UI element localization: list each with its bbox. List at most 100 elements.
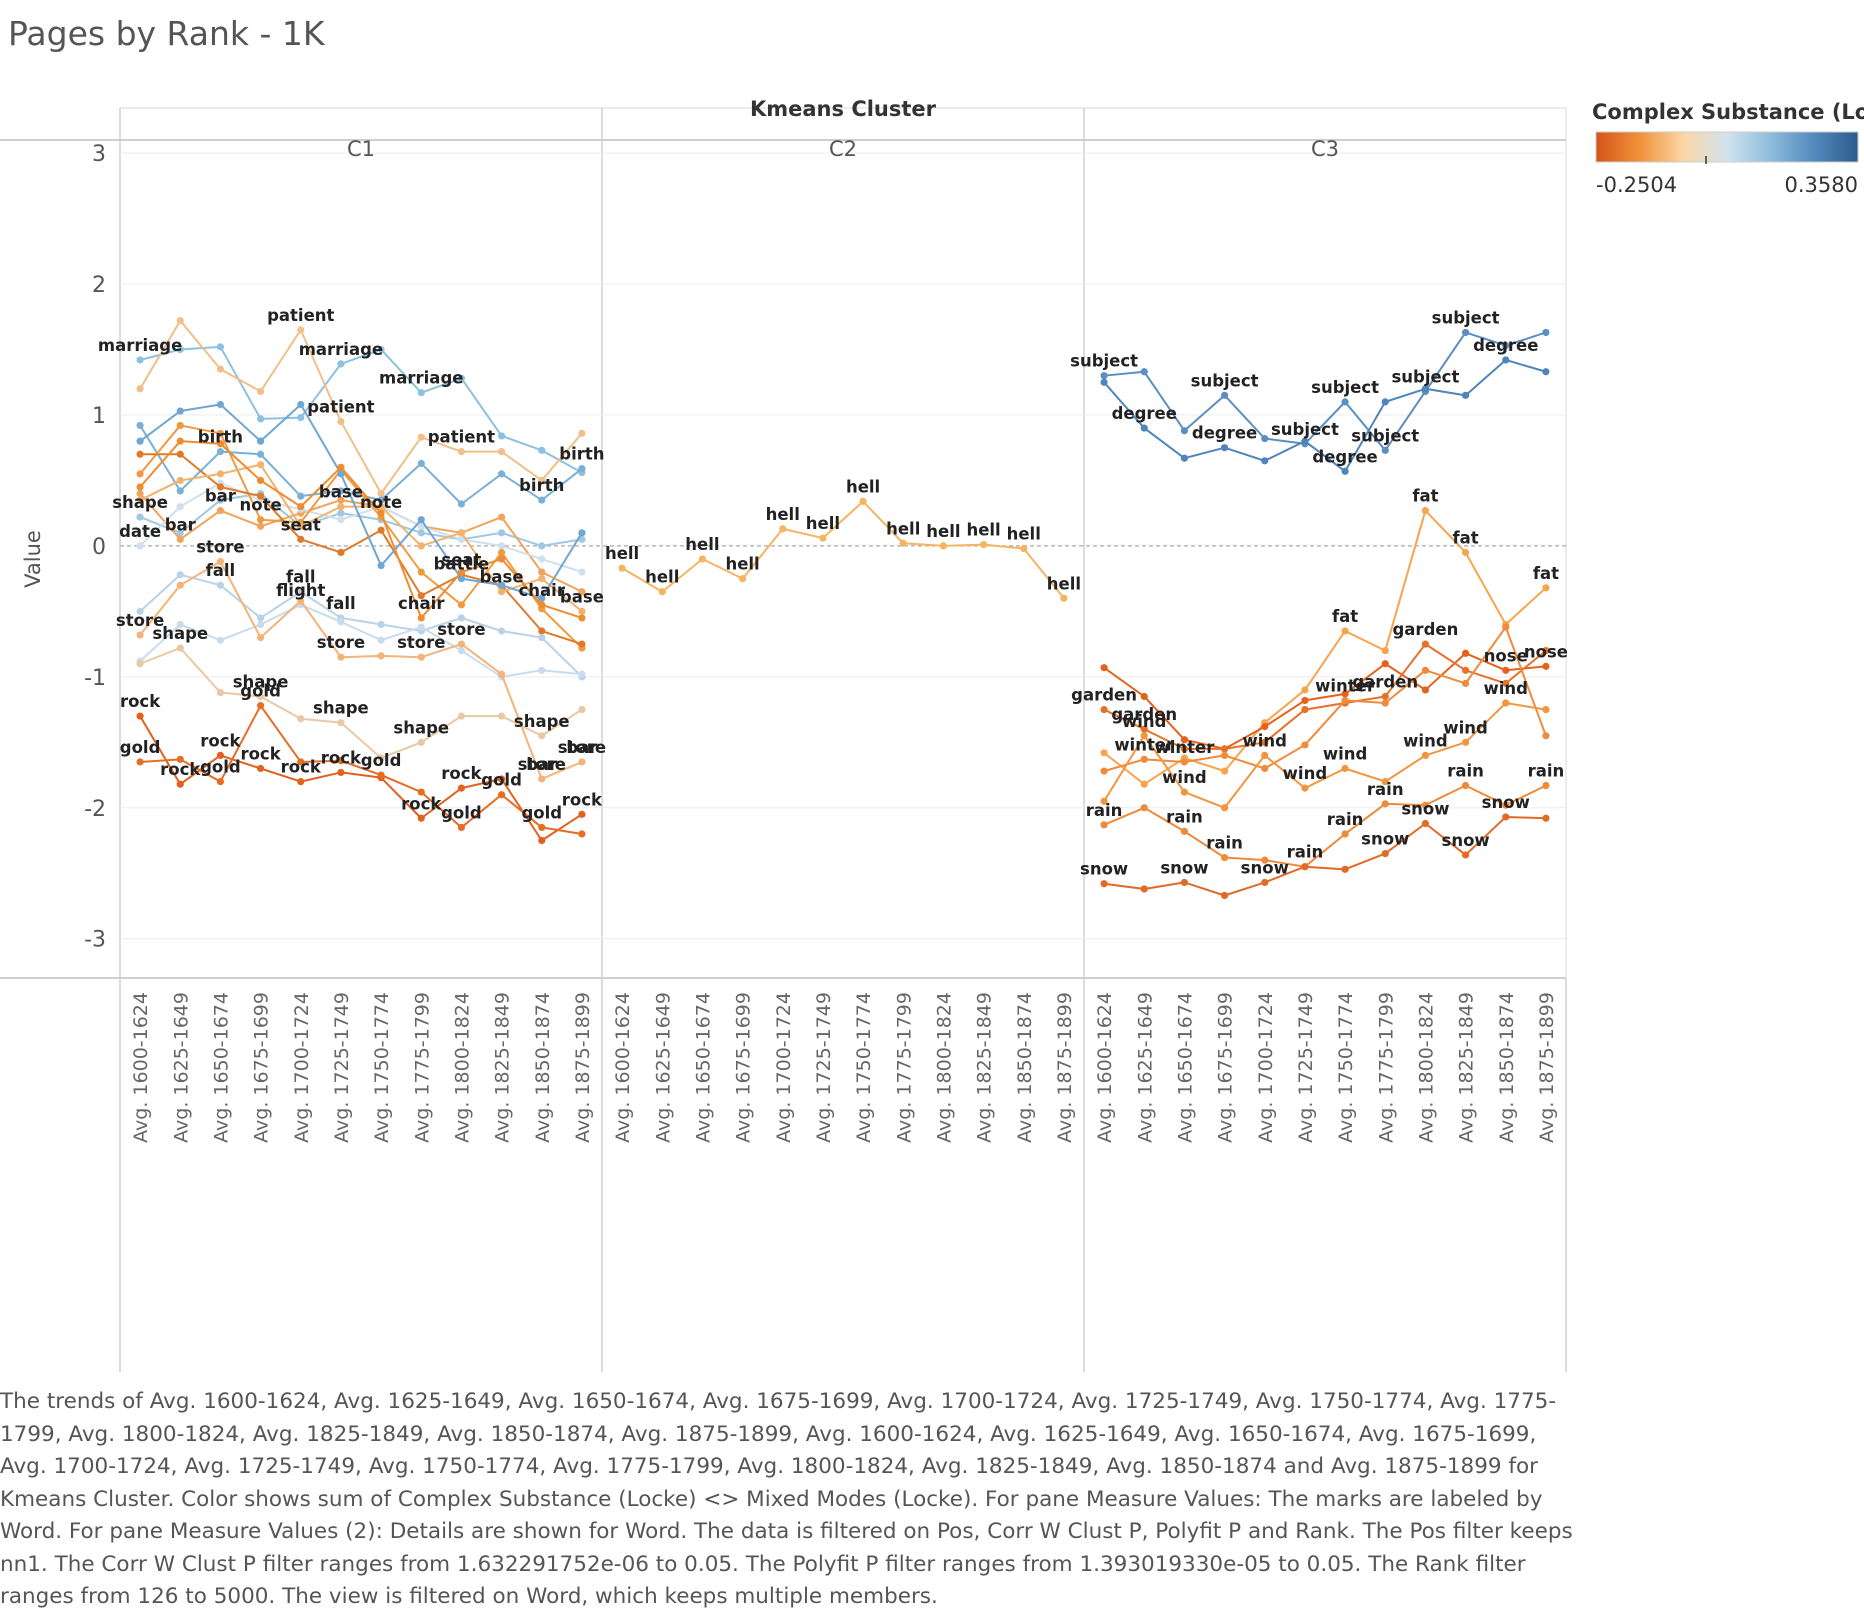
x-tick-label: Avg. 1750-1774 xyxy=(853,992,875,1143)
mark-label-wind: wind xyxy=(1443,718,1487,737)
mark-label-date: date xyxy=(119,522,161,541)
data-point-rain xyxy=(1140,804,1148,812)
data-point-hell xyxy=(1060,594,1068,602)
data-point-marriage xyxy=(337,360,345,368)
data-point-wind xyxy=(1301,784,1309,792)
data-point-bar xyxy=(256,522,265,530)
mark-label-marriage: marriage xyxy=(379,369,463,388)
data-point-battle xyxy=(538,594,546,602)
mark-label-snow: snow xyxy=(1080,860,1128,879)
data-point-date xyxy=(337,516,345,524)
series-line-marriage xyxy=(139,345,583,474)
data-point-battle xyxy=(176,407,184,415)
data-point-flight xyxy=(417,623,425,631)
y-tick-label: 1 xyxy=(92,404,106,429)
y-tick-label: 3 xyxy=(92,142,106,167)
x-tick-label: Avg. 1600-1624 xyxy=(130,992,152,1143)
mark-label-rain: rain xyxy=(1206,834,1243,853)
mark-label-garden: garden xyxy=(1071,686,1137,705)
data-point-rock xyxy=(497,775,506,783)
data-point-rock xyxy=(457,784,466,792)
data-point-store xyxy=(538,775,546,783)
data-point-fat xyxy=(1301,686,1309,694)
data-point-fall xyxy=(216,581,225,589)
mark-label-gold: gold xyxy=(481,771,522,790)
data-point-gold xyxy=(337,757,345,765)
mark-label-rain: rain xyxy=(1086,801,1123,820)
data-point-date xyxy=(538,555,546,563)
data-point-subject xyxy=(1220,391,1229,399)
data-point-bar xyxy=(176,535,184,543)
data-point-fat xyxy=(1341,627,1349,635)
series-line-rock xyxy=(139,715,583,842)
data-point-winter xyxy=(1542,732,1550,740)
data-point-fall xyxy=(538,633,546,642)
data-point-note xyxy=(136,470,144,478)
mark-label-store: store xyxy=(116,611,164,630)
mark-label-rock: rock xyxy=(441,764,482,783)
mark-label-rock: rock xyxy=(240,745,281,764)
data-point-patient xyxy=(377,489,385,498)
data-point-shape xyxy=(417,738,425,746)
series-line-battle xyxy=(139,403,583,600)
data-point-seat xyxy=(256,492,265,500)
mark-label-snow: snow xyxy=(1442,831,1490,850)
mark-label-wind: wind xyxy=(1403,731,1447,750)
column-header: Kmeans Cluster xyxy=(750,97,937,121)
x-tick-label: Avg. 1725-1749 xyxy=(331,992,353,1143)
data-point-hell xyxy=(859,497,867,505)
data-point-shape xyxy=(377,754,385,762)
data-point-shape xyxy=(538,732,546,740)
data-point-winter xyxy=(1421,666,1430,674)
data-point-nose xyxy=(1421,686,1430,694)
data-point-shape xyxy=(216,496,225,504)
data-point-fall xyxy=(297,588,305,596)
mark-label-rain: rain xyxy=(1528,762,1565,781)
data-point-fall xyxy=(497,627,506,635)
data-point-store xyxy=(136,631,144,639)
x-tick-label: Avg. 1750-1774 xyxy=(1335,992,1357,1143)
data-point-snow xyxy=(1421,819,1430,828)
data-point-degree xyxy=(1220,444,1229,452)
x-tick-label: Avg. 1800-1824 xyxy=(451,992,473,1143)
mark-label-battle: battle xyxy=(434,555,490,574)
mark-label-shape: shape xyxy=(112,493,168,512)
mark-label-hell: hell xyxy=(806,514,840,533)
chart-title: Pages by Rank - 1K xyxy=(8,14,325,53)
series-line-subject xyxy=(1103,331,1547,452)
data-point-bar xyxy=(497,513,506,521)
series-line-gold xyxy=(140,704,583,835)
data-point-fat xyxy=(1461,548,1470,557)
mark-label-hell: hell xyxy=(926,522,960,541)
data-point-gold xyxy=(497,791,506,799)
data-point-degree xyxy=(1180,454,1189,462)
x-tick-label: Avg. 1650-1674 xyxy=(210,992,232,1143)
data-point-fall xyxy=(377,620,385,629)
data-point-seat xyxy=(377,526,385,534)
data-point-birth xyxy=(377,496,385,504)
mark-label-gold: gold xyxy=(441,803,482,822)
data-point-shape xyxy=(457,712,466,720)
x-tick-label: Avg. 1725-1749 xyxy=(813,992,835,1143)
data-point-battle xyxy=(377,561,385,570)
data-point-seat xyxy=(176,450,184,458)
data-point-seat xyxy=(578,640,586,648)
mark-label-rain: rain xyxy=(1287,843,1324,862)
data-point-marriage xyxy=(538,446,546,454)
mark-label-rain: rain xyxy=(1447,762,1484,781)
data-point-degree xyxy=(1341,467,1349,475)
mark-label-gold: gold xyxy=(120,738,161,757)
data-point-flight xyxy=(538,666,546,674)
data-point-rock xyxy=(216,751,225,760)
data-point-marriage xyxy=(136,356,144,364)
data-point-rock xyxy=(176,780,184,788)
mark-label-marriage: marriage xyxy=(299,340,383,359)
mark-label-seat: seat xyxy=(441,551,481,570)
mark-label-gold: gold xyxy=(200,758,241,777)
data-point-flight xyxy=(578,670,586,678)
mark-label-fall: fall xyxy=(286,568,316,587)
mark-label-winter: winter xyxy=(1114,735,1175,754)
mark-label-wind: wind xyxy=(1323,745,1367,764)
data-point-subject xyxy=(1461,328,1470,337)
mark-label-wind: wind xyxy=(1283,764,1327,783)
